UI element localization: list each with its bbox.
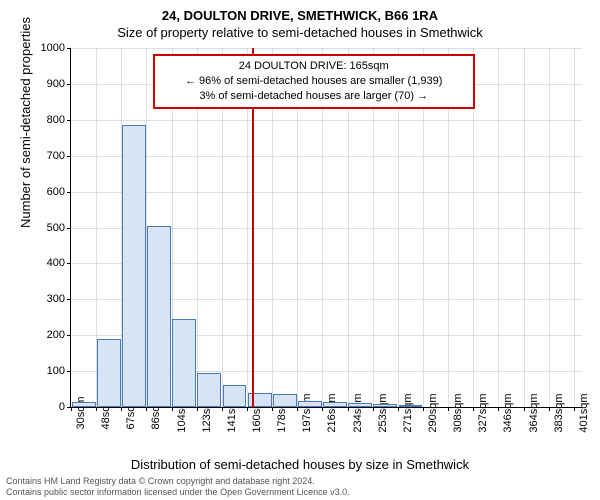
xtick-mark <box>297 407 298 411</box>
annotation-line: 24 DOULTON DRIVE: 165sqm <box>161 59 467 74</box>
histogram-bar <box>223 385 247 407</box>
x-axis-label: Distribution of semi-detached houses by … <box>0 457 600 472</box>
xtick-mark <box>121 407 122 411</box>
histogram-bar <box>197 373 221 407</box>
ytick-label: 200 <box>47 329 65 341</box>
ytick-mark <box>67 120 71 121</box>
xtick-label: 401sqm <box>578 393 590 432</box>
ytick-label: 100 <box>47 365 65 377</box>
xtick-mark <box>498 407 499 411</box>
xtick-label: 364sqm <box>528 393 540 432</box>
histogram-bar <box>72 402 96 407</box>
xtick-mark <box>247 407 248 411</box>
xtick-mark <box>549 407 550 411</box>
histogram-bar <box>298 401 322 407</box>
footer-line-1: Contains HM Land Registry data © Crown c… <box>6 476 350 487</box>
ytick-label: 700 <box>47 150 65 162</box>
xtick-mark <box>146 407 147 411</box>
xtick-label: 234sqm <box>352 393 364 432</box>
gridline-h <box>71 120 582 121</box>
xtick-mark <box>448 407 449 411</box>
ytick-mark <box>67 84 71 85</box>
gridline-h <box>71 48 582 49</box>
chart-area: 0100200300400500600700800900100030sqm48s… <box>70 48 582 408</box>
annotation-line: 3% of semi-detached houses are larger (7… <box>161 89 467 104</box>
xtick-label: 383sqm <box>553 393 565 432</box>
gridline-v <box>574 48 575 407</box>
annotation-line: ← 96% of semi-detached houses are smalle… <box>161 74 467 89</box>
xtick-label: 290sqm <box>427 393 439 432</box>
histogram-bar <box>172 319 196 407</box>
xtick-mark <box>322 407 323 411</box>
annotation-box: 24 DOULTON DRIVE: 165sqm← 96% of semi-de… <box>153 54 475 109</box>
xtick-mark <box>574 407 575 411</box>
gridline-v <box>498 48 499 407</box>
ytick-label: 900 <box>47 78 65 90</box>
xtick-mark <box>524 407 525 411</box>
ytick-mark <box>67 192 71 193</box>
histogram-bar <box>97 339 121 407</box>
footer-attribution: Contains HM Land Registry data © Crown c… <box>6 476 350 498</box>
plot-area: 0100200300400500600700800900100030sqm48s… <box>70 48 582 408</box>
ytick-mark <box>67 263 71 264</box>
xtick-mark <box>71 407 72 411</box>
y-axis-label: Number of semi-detached properties <box>18 17 33 228</box>
gridline-v <box>524 48 525 407</box>
ytick-label: 300 <box>47 293 65 305</box>
chart-title-main: 24, DOULTON DRIVE, SMETHWICK, B66 1RA <box>0 0 600 23</box>
ytick-label: 600 <box>47 186 65 198</box>
xtick-mark <box>373 407 374 411</box>
ytick-mark <box>67 371 71 372</box>
xtick-label: 253sqm <box>377 393 389 432</box>
gridline-v <box>549 48 550 407</box>
histogram-bar <box>273 394 297 407</box>
ytick-label: 400 <box>47 257 65 269</box>
ytick-mark <box>67 48 71 49</box>
footer-line-2: Contains public sector information licen… <box>6 487 350 498</box>
ytick-label: 1000 <box>41 42 65 54</box>
ytick-label: 0 <box>59 401 65 413</box>
gridline-h <box>71 156 582 157</box>
xtick-mark <box>272 407 273 411</box>
xtick-mark <box>398 407 399 411</box>
ytick-mark <box>67 228 71 229</box>
xtick-mark <box>222 407 223 411</box>
ytick-label: 800 <box>47 114 65 126</box>
gridline-h <box>71 192 582 193</box>
xtick-mark <box>473 407 474 411</box>
chart-title-sub: Size of property relative to semi-detach… <box>0 23 600 44</box>
xtick-label: 327sqm <box>477 393 489 432</box>
xtick-mark <box>172 407 173 411</box>
ytick-label: 500 <box>47 222 65 234</box>
histogram-bar <box>373 404 397 407</box>
xtick-mark <box>197 407 198 411</box>
ytick-mark <box>67 299 71 300</box>
xtick-label: 197sqm <box>301 393 313 432</box>
xtick-label: 216sqm <box>326 393 338 432</box>
histogram-bar <box>399 405 423 407</box>
histogram-bar <box>122 125 146 407</box>
xtick-mark <box>96 407 97 411</box>
histogram-bar <box>147 226 171 407</box>
xtick-label: 308sqm <box>452 393 464 432</box>
histogram-bar <box>323 402 347 407</box>
xtick-mark <box>423 407 424 411</box>
xtick-mark <box>348 407 349 411</box>
histogram-bar <box>348 403 372 407</box>
ytick-mark <box>67 335 71 336</box>
xtick-label: 346sqm <box>502 393 514 432</box>
ytick-mark <box>67 156 71 157</box>
xtick-label: 271sqm <box>402 393 414 432</box>
